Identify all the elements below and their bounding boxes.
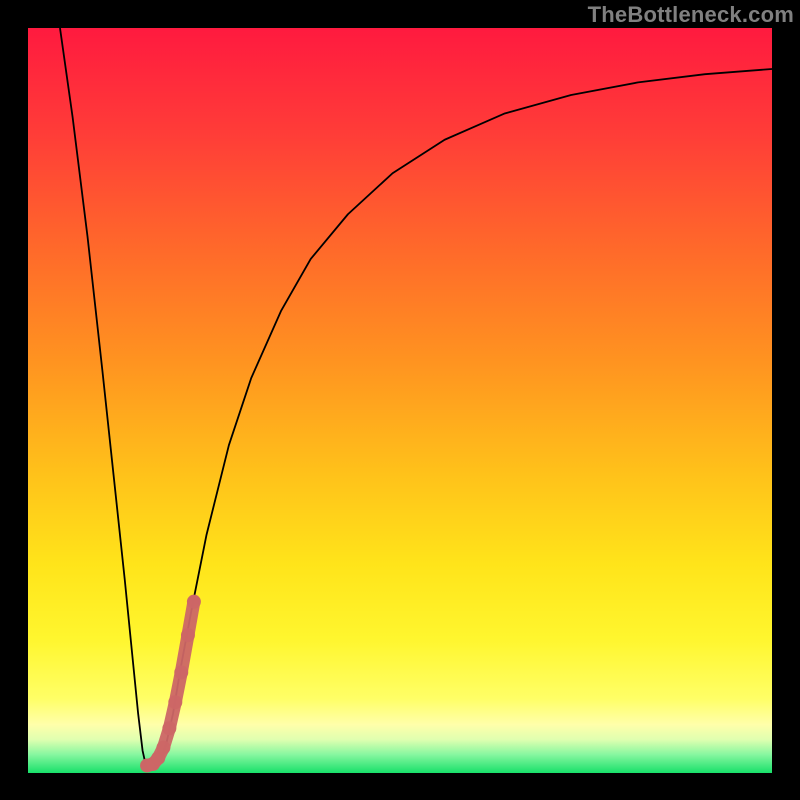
chart-container: TheBottleneck.com <box>0 0 800 800</box>
watermark-text: TheBottleneck.com <box>588 2 794 28</box>
bottleneck-chart <box>0 0 800 800</box>
